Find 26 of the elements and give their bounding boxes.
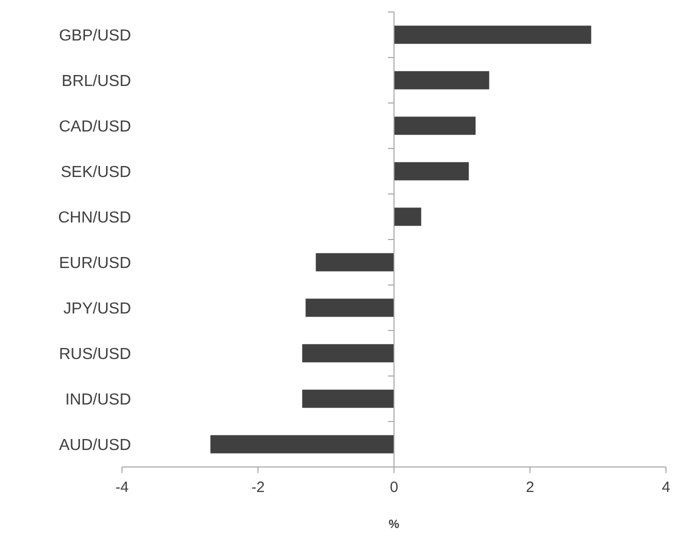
y-tick-label: GBP/USD bbox=[58, 27, 131, 44]
x-tick-label: 0 bbox=[390, 479, 398, 496]
x-axis-title: % bbox=[388, 517, 400, 531]
bar bbox=[210, 435, 394, 454]
y-tick-label: AUD/USD bbox=[58, 436, 131, 454]
x-tick-label: -2 bbox=[251, 479, 265, 496]
x-tick-label: 4 bbox=[662, 479, 670, 496]
bar bbox=[302, 390, 394, 408]
y-tick-label: JPY/USD bbox=[63, 300, 131, 318]
y-tick-label: CHN/USD bbox=[58, 209, 131, 226]
bar bbox=[302, 344, 394, 362]
bar bbox=[394, 208, 422, 226]
y-tick-label: RUS/USD bbox=[58, 346, 131, 363]
y-tick-label: IND/USD bbox=[65, 391, 131, 408]
bar bbox=[394, 116, 476, 135]
bar bbox=[316, 253, 394, 272]
y-tick-label: BRL/USD bbox=[62, 72, 131, 90]
bar bbox=[306, 298, 394, 317]
x-tick-label: -4 bbox=[115, 479, 129, 496]
bar bbox=[394, 26, 592, 44]
y-tick-label: CAD/USD bbox=[58, 118, 131, 136]
y-tick-label: EUR/USD bbox=[58, 254, 131, 272]
x-tick-label: 2 bbox=[526, 479, 534, 496]
bar bbox=[394, 71, 490, 90]
bar bbox=[394, 162, 469, 180]
y-tick-label: SEK/USD bbox=[60, 164, 131, 181]
